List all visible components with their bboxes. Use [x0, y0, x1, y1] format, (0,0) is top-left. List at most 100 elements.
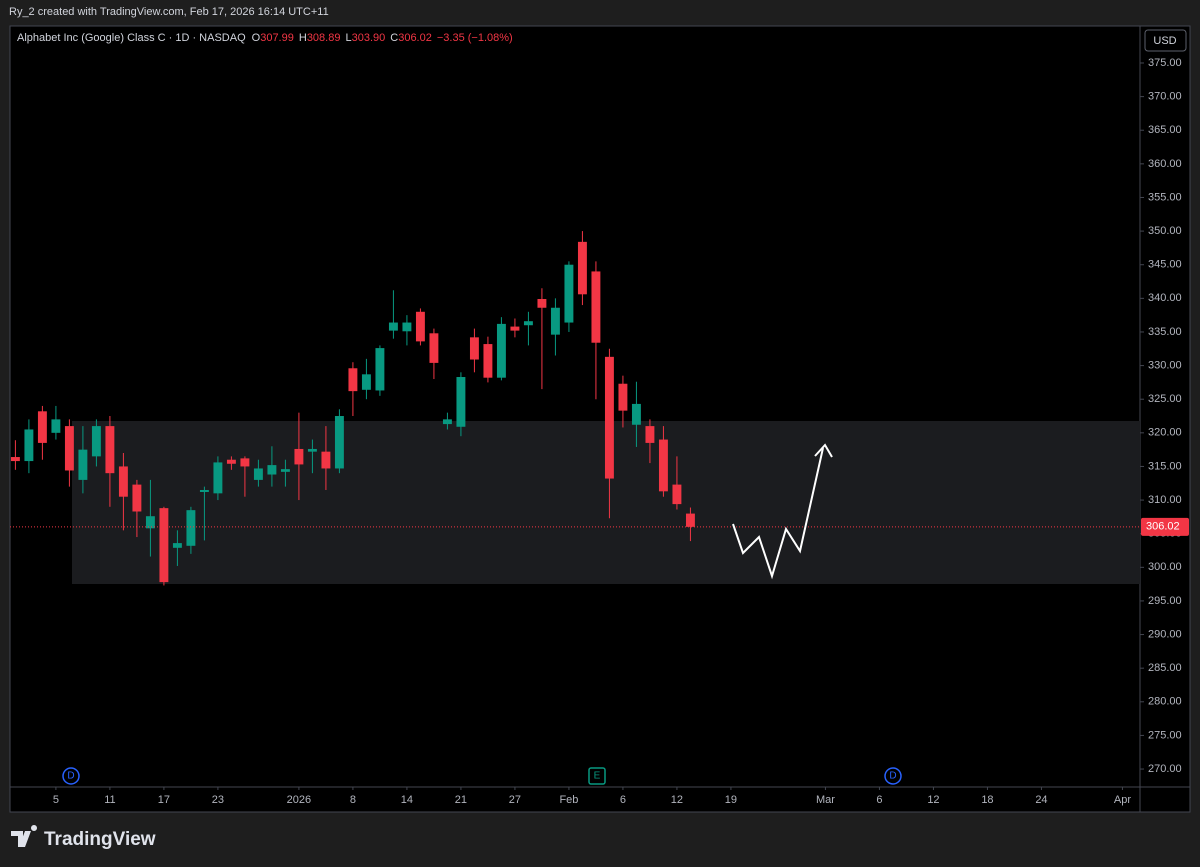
y-tick-label: 360.00 — [1148, 158, 1182, 170]
candle-body — [618, 383, 628, 411]
candle-body — [253, 468, 263, 480]
candle-body — [415, 311, 425, 342]
y-tick-label: 325.00 — [1148, 393, 1182, 405]
y-tick-label: 345.00 — [1148, 259, 1182, 271]
legend-values: O 307.99 H 308.89 L 303.90 C 306.02 −3.35 (−1.08… — [252, 32, 513, 44]
candle-body — [307, 448, 317, 452]
x-tick-label: 11 — [104, 794, 115, 806]
legend-change: −3.35 (−1.08%) — [437, 32, 513, 44]
x-tick-label: 6 — [876, 794, 882, 806]
y-tick-label: 320.00 — [1148, 427, 1182, 439]
y-tick-label: 310.00 — [1148, 494, 1182, 506]
x-tick-label: 24 — [1035, 794, 1047, 806]
legend-key: H — [299, 32, 307, 44]
projection-path — [732, 447, 824, 580]
event-icon[interactable] — [884, 767, 902, 785]
candle-body — [240, 458, 250, 467]
candle-body — [591, 271, 601, 343]
y-tick-label: 350.00 — [1148, 225, 1182, 237]
y-tick-label: 290.00 — [1148, 628, 1182, 640]
candle-body — [388, 322, 398, 331]
currency-label[interactable]: USD — [1153, 35, 1176, 47]
candle-body — [469, 337, 479, 360]
y-tick-label: 365.00 — [1148, 124, 1182, 136]
legend-value: 306.02 — [398, 32, 432, 44]
legend-value: 307.99 — [260, 32, 294, 44]
candle-body — [213, 462, 223, 494]
candle-body — [672, 484, 682, 505]
candle-body — [510, 326, 520, 331]
candle-body — [442, 419, 452, 425]
x-tick-label: 18 — [981, 794, 993, 806]
event-icon[interactable] — [588, 767, 606, 785]
candle-body — [334, 416, 344, 469]
candle-body — [10, 457, 20, 462]
last-price-tag — [1141, 517, 1189, 536]
candle-body — [294, 448, 304, 465]
candle-body — [51, 419, 61, 433]
candle-body — [37, 411, 47, 443]
candle-body — [577, 241, 587, 295]
projection-arrowhead — [814, 443, 833, 458]
candle-body — [550, 307, 560, 335]
x-tick-label: 5 — [53, 794, 59, 806]
candle-body — [658, 439, 668, 492]
x-tick-label: 6 — [620, 794, 626, 806]
x-tick-label: 12 — [671, 794, 683, 806]
chart-frame — [9, 25, 1191, 813]
y-tick-label: 270.00 — [1148, 763, 1182, 775]
candle-body — [348, 368, 358, 392]
candle-body — [523, 321, 533, 326]
y-tick-label: 330.00 — [1148, 359, 1182, 371]
y-tick-label: 335.00 — [1148, 326, 1182, 338]
legend-key: L — [345, 32, 351, 44]
x-tick-label: 14 — [401, 794, 413, 806]
candle-body — [496, 323, 506, 378]
x-tick-label: Apr — [1114, 794, 1131, 806]
candle-body — [631, 403, 641, 425]
brand-logo: TradingView — [11, 825, 156, 850]
x-tick-label: 2026 — [287, 794, 311, 806]
event-icon[interactable] — [62, 767, 80, 785]
x-tick-label: 19 — [725, 794, 737, 806]
y-tick-label: 295.00 — [1148, 595, 1182, 607]
x-tick-label: 21 — [455, 794, 467, 806]
event-label[interactable]: E — [594, 771, 601, 782]
x-tick-label: 8 — [350, 794, 356, 806]
candle-body — [226, 459, 236, 464]
candle-body — [132, 484, 142, 512]
candle-body — [280, 469, 290, 472]
candle-body — [604, 356, 614, 479]
event-label[interactable]: D — [889, 771, 896, 782]
currency-button[interactable] — [1144, 29, 1187, 52]
y-tick-label: 370.00 — [1148, 91, 1182, 103]
candle-body — [564, 264, 574, 323]
y-tick-label: 355.00 — [1148, 191, 1182, 203]
last-price-label: 306.02 — [1146, 521, 1180, 533]
candle-body — [402, 322, 412, 332]
candle-body — [456, 377, 466, 427]
candle-body — [537, 299, 547, 308]
candle-body — [685, 513, 695, 527]
candle-body — [78, 449, 88, 480]
candle-body — [64, 426, 74, 471]
candle-body — [483, 344, 493, 378]
x-tick-label: Mar — [816, 794, 835, 806]
legend-value: 303.90 — [352, 32, 386, 44]
event-label[interactable]: D — [67, 771, 74, 782]
candle-body — [186, 510, 196, 546]
brand-name: TradingView — [44, 829, 156, 850]
header: Ry_2 created with TradingView.com, Feb 1… — [9, 6, 329, 18]
candle-body — [375, 348, 385, 391]
x-tick-label: 27 — [509, 794, 521, 806]
y-tick-label: 315.00 — [1148, 460, 1182, 472]
legend-symbol: Alphabet Inc (Google) Class C · 1D · NAS… — [17, 32, 246, 44]
candle-body — [91, 426, 101, 457]
candle-body — [159, 508, 169, 583]
candle-body — [361, 374, 371, 390]
legend-key: O — [252, 32, 261, 44]
y-tick-label: 375.00 — [1148, 57, 1182, 69]
plot — [10, 231, 1140, 586]
candle-body — [118, 466, 128, 497]
